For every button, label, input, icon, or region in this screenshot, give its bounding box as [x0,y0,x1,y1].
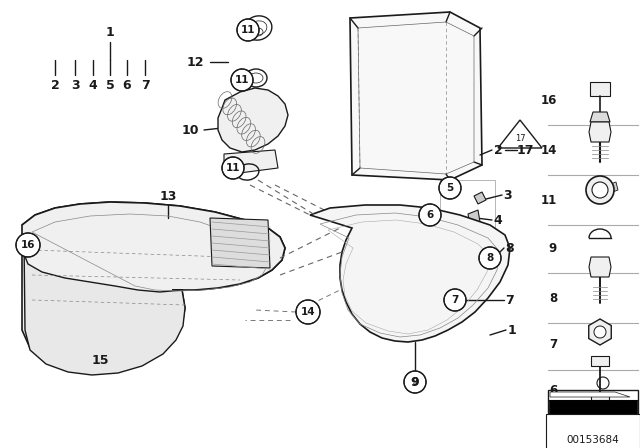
Text: 7: 7 [451,295,459,305]
Text: 4: 4 [493,214,502,227]
Polygon shape [224,150,278,175]
Polygon shape [22,202,285,374]
Text: 16: 16 [541,94,557,107]
Polygon shape [310,205,510,342]
Text: 1: 1 [508,323,516,336]
Polygon shape [589,122,611,142]
Circle shape [296,300,320,324]
Polygon shape [24,240,185,375]
Polygon shape [608,182,618,193]
Text: 3: 3 [504,189,512,202]
Text: 5: 5 [106,78,115,91]
Text: 7: 7 [141,78,149,91]
Text: 13: 13 [159,190,177,202]
Text: 9: 9 [411,375,419,388]
Circle shape [419,204,441,226]
Circle shape [586,176,614,204]
Polygon shape [591,356,609,366]
Circle shape [439,177,461,199]
Text: 12: 12 [186,56,204,69]
Text: 14: 14 [541,143,557,156]
Circle shape [594,326,606,338]
Polygon shape [468,210,480,226]
Text: 15: 15 [92,353,109,366]
Polygon shape [218,88,288,152]
Text: 14: 14 [301,307,316,317]
Text: 9: 9 [548,241,557,254]
Circle shape [237,19,259,41]
Text: 6: 6 [426,210,434,220]
Text: 5: 5 [446,183,454,193]
Polygon shape [350,12,482,180]
Polygon shape [590,82,610,96]
Text: 8: 8 [486,253,493,263]
Text: 11: 11 [241,25,255,35]
Polygon shape [589,319,611,345]
Polygon shape [549,400,637,418]
Text: 10: 10 [181,124,199,137]
Text: 00153684: 00153684 [566,435,620,445]
Text: 8: 8 [506,241,515,254]
Text: 2: 2 [51,78,60,91]
Text: 17: 17 [516,143,534,156]
Text: 2: 2 [493,143,502,156]
Text: 4: 4 [88,78,97,91]
Polygon shape [591,394,609,406]
Circle shape [222,157,244,179]
Polygon shape [550,392,630,397]
Text: 6: 6 [123,78,131,91]
Text: 9: 9 [412,377,419,387]
Text: 7: 7 [506,293,515,306]
Text: 11: 11 [541,194,557,207]
Polygon shape [551,401,636,416]
Polygon shape [210,218,270,268]
Text: 6: 6 [548,383,557,396]
Polygon shape [590,112,610,122]
Polygon shape [474,192,486,204]
Circle shape [444,289,466,311]
Circle shape [404,371,426,393]
Circle shape [592,182,608,198]
Text: 5: 5 [548,428,557,441]
Text: 17: 17 [515,134,525,142]
Circle shape [231,69,253,91]
Text: 11: 11 [226,163,240,173]
Text: 1: 1 [106,26,115,39]
Text: 16: 16 [20,240,35,250]
Text: 11: 11 [235,75,249,85]
Text: 8: 8 [548,292,557,305]
Polygon shape [589,257,611,277]
Text: 3: 3 [70,78,79,91]
Circle shape [479,247,501,269]
Circle shape [16,233,40,257]
Text: 7: 7 [549,339,557,352]
